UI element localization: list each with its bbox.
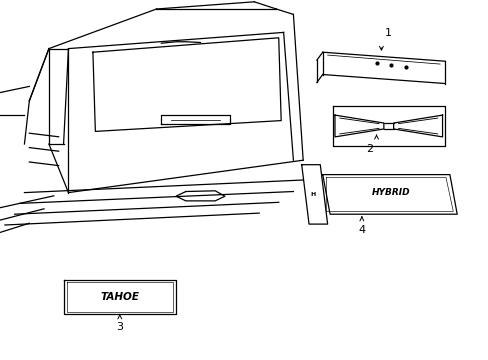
Text: 4: 4 (358, 225, 365, 235)
Text: 2: 2 (365, 144, 372, 154)
Text: 1: 1 (385, 28, 391, 38)
Text: TAHOE: TAHOE (100, 292, 139, 302)
Text: HYBRID: HYBRID (371, 188, 409, 197)
Text: H: H (309, 192, 315, 197)
Text: 3: 3 (116, 322, 123, 332)
